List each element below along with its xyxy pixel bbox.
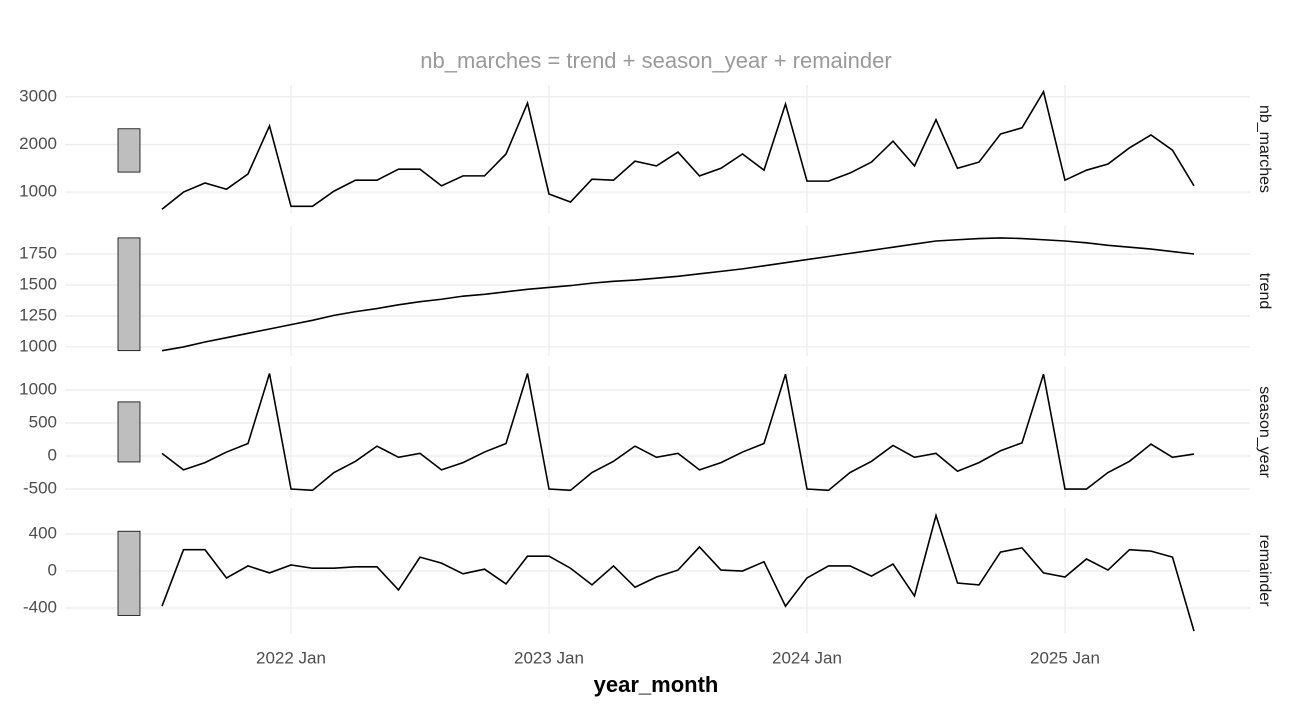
y-tick-label: 0 <box>48 446 57 465</box>
scale-bar <box>117 401 141 463</box>
strip-label: season_year <box>1256 386 1273 478</box>
x-axis-label: year_month <box>594 672 719 697</box>
series-line <box>161 237 1195 352</box>
series-line <box>161 89 1195 210</box>
y-tick-label: 3000 <box>19 86 57 105</box>
strip-label: trend <box>1256 273 1273 309</box>
scale-bar <box>117 237 141 352</box>
scale-bar <box>117 530 141 616</box>
y-tick-label: 2000 <box>19 134 57 153</box>
y-tick-label: 0 <box>48 560 57 579</box>
strip-label: nb_marches <box>1256 105 1273 193</box>
x-tick-label: 2024 Jan <box>772 648 842 667</box>
x-tick-label: 2022 Jan <box>256 648 326 667</box>
scale-bar <box>117 128 141 173</box>
y-tick-label: 1000 <box>19 336 57 355</box>
strip-label: remainder <box>1256 534 1273 607</box>
series-line <box>161 373 1195 492</box>
y-tick-label: 1500 <box>19 274 57 293</box>
y-tick-label: 1250 <box>19 305 57 324</box>
y-tick-label: 1000 <box>19 380 57 399</box>
y-tick-label: -400 <box>23 598 57 617</box>
chart-title: nb_marches = trend + season_year + remai… <box>420 48 891 73</box>
x-tick-label: 2023 Jan <box>514 648 584 667</box>
y-tick-label: 400 <box>29 523 57 542</box>
series-line <box>161 512 1195 632</box>
y-tick-label: 1000 <box>19 182 57 201</box>
y-tick-label: 1750 <box>19 243 57 262</box>
y-tick-label: 500 <box>29 413 57 432</box>
y-tick-label: -500 <box>23 479 57 498</box>
x-tick-label: 2025 Jan <box>1030 648 1100 667</box>
